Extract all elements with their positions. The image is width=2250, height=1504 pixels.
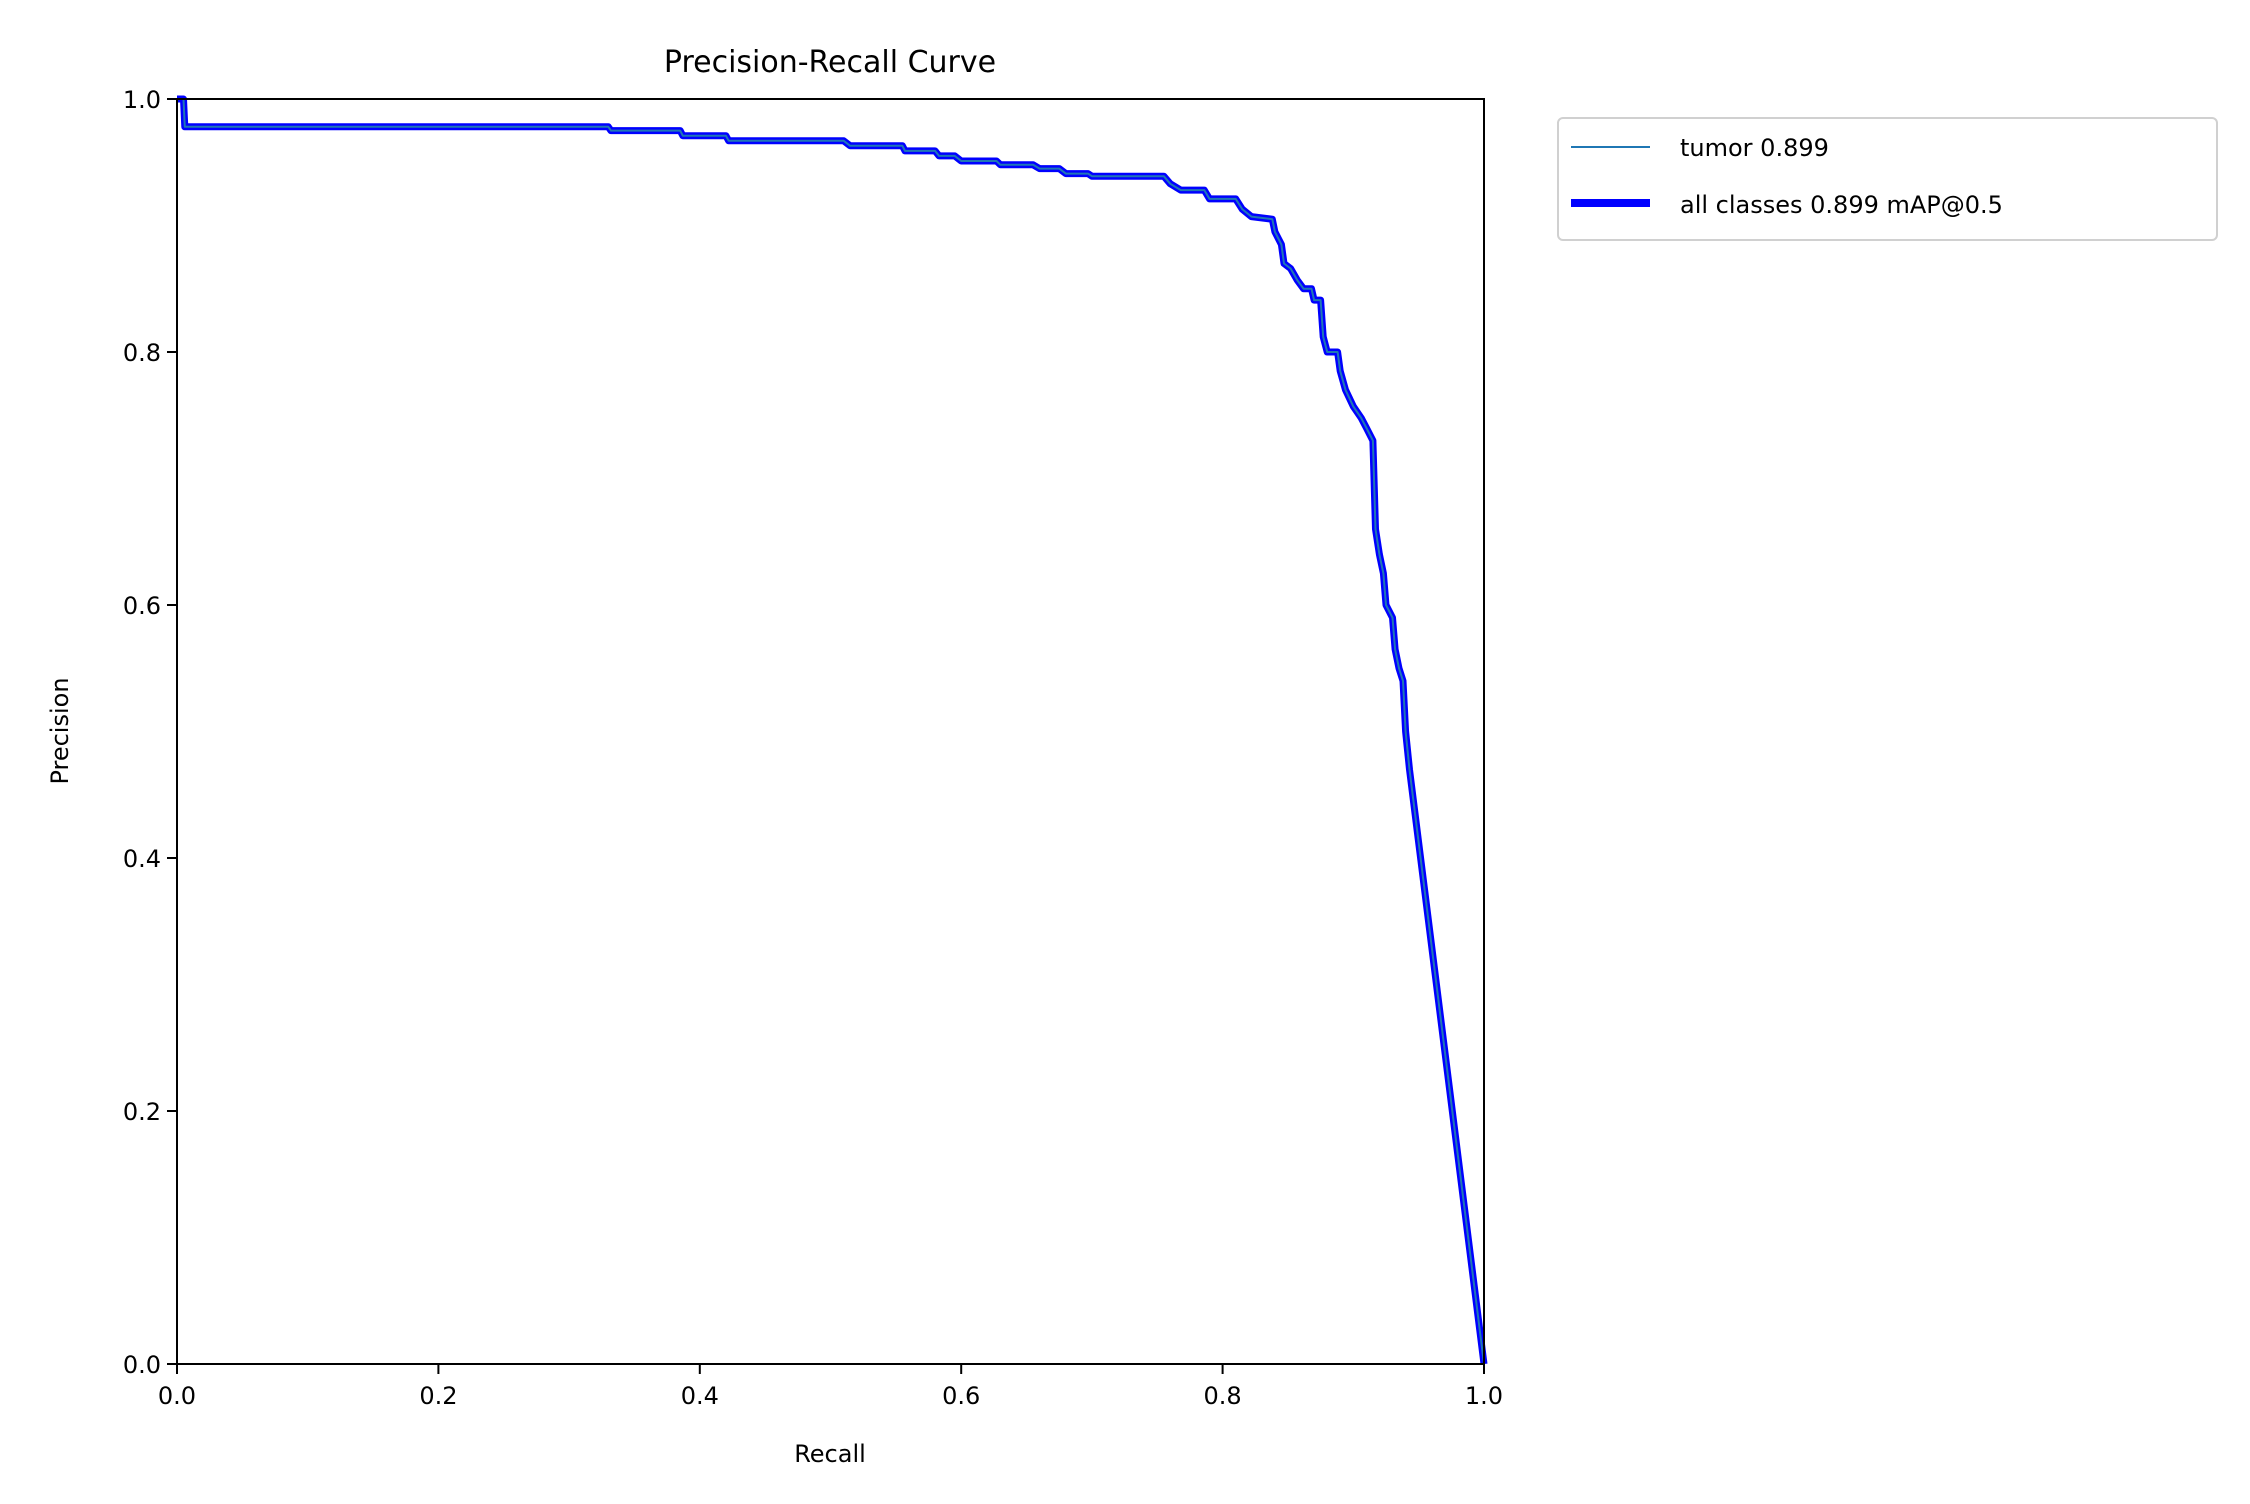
x-axis-label: Recall bbox=[794, 1440, 866, 1468]
x-tick-label: 0.0 bbox=[158, 1382, 196, 1410]
x-axis: 0.0 0.2 0.4 0.6 0.8 1.0 bbox=[158, 1364, 1503, 1410]
x-tick-label: 0.8 bbox=[1204, 1382, 1242, 1410]
x-tick-label: 0.2 bbox=[419, 1382, 457, 1410]
legend-label-tumor: tumor 0.899 bbox=[1680, 134, 1829, 162]
x-tick-label: 0.4 bbox=[681, 1382, 719, 1410]
x-tick-label: 1.0 bbox=[1465, 1382, 1503, 1410]
y-tick-label: 0.2 bbox=[123, 1098, 161, 1126]
y-tick-label: 0.4 bbox=[123, 845, 161, 873]
y-tick-label: 0.8 bbox=[123, 339, 161, 367]
legend: tumor 0.899 all classes 0.899 mAP@0.5 bbox=[1557, 117, 2218, 241]
series-line-0 bbox=[177, 98, 1485, 1365]
series-line-1 bbox=[177, 95, 1488, 1365]
y-tick-label: 0.6 bbox=[123, 592, 161, 620]
y-axis-label: Precision bbox=[46, 677, 74, 784]
y-tick-label: 0.0 bbox=[123, 1351, 161, 1379]
series-layer bbox=[177, 95, 1488, 1365]
chart-title: Precision-Recall Curve bbox=[664, 45, 996, 80]
y-axis: 0.0 0.2 0.4 0.6 0.8 1.0 bbox=[123, 86, 177, 1379]
legend-label-all-classes: all classes 0.899 mAP@0.5 bbox=[1680, 191, 2003, 219]
y-tick-label: 1.0 bbox=[123, 86, 161, 114]
plot-frame bbox=[176, 98, 1485, 1365]
x-tick-label: 0.6 bbox=[942, 1382, 980, 1410]
legend-box bbox=[1557, 117, 2218, 241]
